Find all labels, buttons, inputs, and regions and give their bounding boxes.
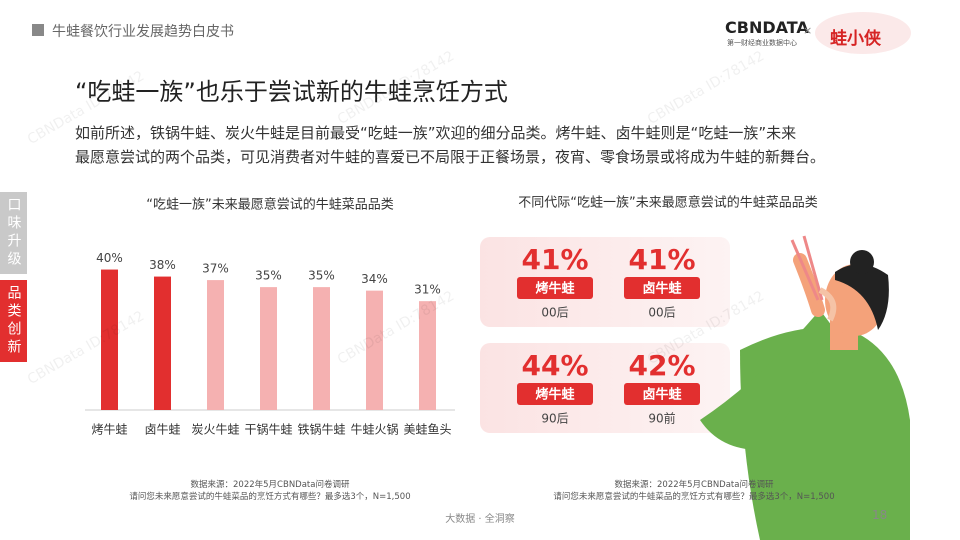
- illustration: [700, 235, 910, 540]
- logo: CBNDATA: [725, 18, 809, 37]
- cards-title: 不同代际“吃蛙一族”未来最愿意尝试的牛蛙菜品品类: [518, 195, 817, 211]
- heading: “吃蛙一族”也乐于尝试新的牛蛙烹饪方式: [75, 78, 508, 106]
- bar: [260, 287, 277, 410]
- bar: [101, 269, 118, 410]
- card-group: 00后: [541, 306, 568, 320]
- card-dish: 卤牛蛙: [642, 281, 681, 297]
- partner: 蛙小侠: [830, 29, 881, 49]
- source-line: 请问您未来愿意尝试的牛蛙菜品的烹饪方式有哪些？最多选3个，N=1,500: [129, 492, 411, 502]
- card-pill: [517, 383, 593, 405]
- value-label: 34%: [361, 272, 388, 286]
- x-tick-label: 炭火牛蛙: [191, 422, 239, 437]
- card-bg: [480, 343, 730, 433]
- card-dish: 烤牛蛙: [535, 281, 574, 297]
- card-percent: 44%: [521, 349, 588, 382]
- header-title: 牛蛙餐饮行业发展趋势白皮书: [52, 24, 234, 40]
- value-label: 35%: [255, 269, 282, 283]
- value-label: 40%: [96, 251, 123, 265]
- bar: [419, 301, 436, 410]
- intro-line: 最愿意尝试的两个品类，可见消费者对牛蛙的喜爱已不局限于正餐场景，夜宵、零食场景或…: [75, 148, 826, 166]
- source-line: 请问您未来愿意尝试的牛蛙菜品的烹饪方式有哪些？最多选3个，N=1,500: [553, 492, 835, 502]
- sidebar-tab[interactable]: 品类创新: [0, 280, 27, 362]
- footer-slogan: 大数据 · 全洞察: [445, 514, 515, 525]
- card-group: 90前: [648, 411, 675, 426]
- x-tick-label: 铁锅牛蛙: [297, 422, 345, 437]
- logo-sub: 第一财经商业数据中心: [727, 39, 797, 47]
- partner-badge: [815, 12, 911, 54]
- card-percent: 41%: [521, 243, 588, 276]
- value-label: 38%: [149, 258, 176, 272]
- x-tick-label: 烤牛蛙: [91, 422, 127, 437]
- card-pill: [624, 277, 700, 299]
- card-group: 00后: [648, 306, 675, 320]
- chart-title: “吃蛙一族”未来最愿意尝试的牛蛙菜品品类: [146, 197, 393, 213]
- card-bg: [480, 237, 730, 327]
- intro-line: 如前所述，铁锅牛蛙、炭火牛蛙是目前最受“吃蛙一族”欢迎的细分品类。烤牛蛙、卤牛蛙…: [75, 124, 797, 142]
- bar: [313, 287, 330, 410]
- bar: [207, 280, 224, 410]
- card-percent: 41%: [628, 243, 695, 276]
- source-line: 数据来源：2022年5月CBNData问卷调研: [190, 480, 350, 490]
- card-dish: 烤牛蛙: [535, 387, 574, 403]
- card-group: 90后: [541, 412, 568, 426]
- x-tick-label: 美蛙鱼头: [403, 423, 451, 437]
- value-label: 37%: [202, 262, 229, 276]
- times: ×: [803, 24, 813, 37]
- card-pill: [517, 277, 593, 299]
- source-line: 数据来源：2022年5月CBNData问卷调研: [614, 480, 774, 490]
- x-tick-label: 干锅牛蛙: [244, 422, 292, 437]
- card-dish: 卤牛蛙: [642, 387, 681, 403]
- header-square: [32, 24, 44, 36]
- card-percent: 42%: [628, 349, 695, 382]
- page-number: 18: [872, 508, 888, 522]
- x-tick-label: 卤牛蛙: [144, 422, 180, 437]
- value-label: 31%: [414, 283, 441, 297]
- sidebar-tab[interactable]: 口味升级: [0, 192, 27, 274]
- value-label: 35%: [308, 269, 335, 283]
- bar: [154, 276, 171, 410]
- card-pill: [624, 383, 700, 405]
- bar: [366, 290, 383, 410]
- x-tick-label: 牛蛙火锅: [350, 422, 398, 437]
